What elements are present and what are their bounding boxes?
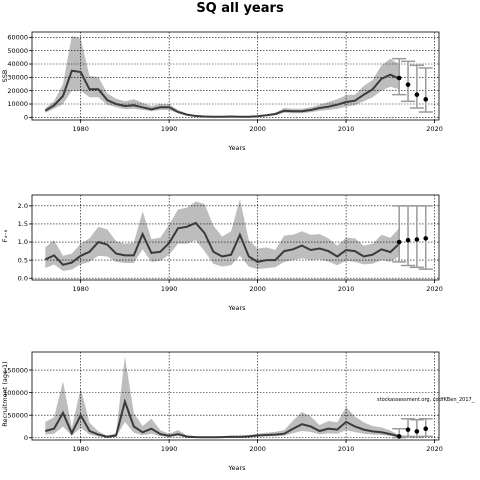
- recruitment-y-axis-label: Recruitment (age 1): [1, 361, 9, 426]
- f-y-tick-label-2: 1.0: [18, 238, 28, 246]
- recruitment-y-tick-label-0: 0: [24, 434, 28, 442]
- f-x-tick-label-1980: 1980: [72, 285, 89, 293]
- recruitment-confidence-band: [45, 356, 400, 438]
- ssb-x-axis-label: Years: [227, 144, 246, 152]
- recruitment-x-tick-label-2010: 2010: [338, 445, 355, 453]
- ssb-y-tick-label-5: 50000: [7, 47, 28, 55]
- f-projection-point-2016: [396, 239, 402, 245]
- recruitment-y-tick-label-1: 50000: [7, 411, 28, 419]
- ssb-y-axis-label: SSB: [1, 70, 9, 83]
- recruitment-y-tick-label-3: 150000: [3, 366, 28, 374]
- f-x-tick-label-2000: 2000: [249, 285, 266, 293]
- f-y-tick-label-1: 0.5: [18, 256, 28, 264]
- f-projection-point-2018: [414, 237, 420, 242]
- ssb-frame: [31, 31, 440, 121]
- ssb-projection-point-2019: [423, 97, 429, 102]
- f-y-tick-label-4: 2.0: [18, 202, 28, 210]
- f-x-axis-label: Years: [227, 304, 246, 312]
- ssb-x-tick-label-2000: 2000: [249, 125, 266, 133]
- f-frame: [31, 194, 440, 281]
- recruitment-x-tick-label-1980: 1980: [72, 445, 89, 453]
- ssb-panel: 1980 1990 2000 2010 2020 0 10000 20000 30000 4000…: [1, 31, 443, 152]
- ssb-y-tick-label-4: 40000: [7, 60, 28, 68]
- recruitment-projection-point-2019: [423, 426, 429, 432]
- ssb-y-tick-label-1: 10000: [7, 100, 28, 108]
- ssb-x-tick-label-2010: 2010: [338, 125, 355, 133]
- f-x-tick-label-2010: 2010: [338, 285, 355, 293]
- f-x-tick-label-2020: 2020: [426, 285, 443, 293]
- f-projection-point-2019: [423, 236, 429, 241]
- recruitment-frame: [31, 351, 440, 441]
- ssb-y-tick-label-2: 20000: [7, 87, 28, 95]
- source-annotation: stockassessment.org, codfKBen_2017_: [377, 397, 475, 403]
- ssb-x-tick-label-1980: 1980: [72, 125, 89, 133]
- ssb-y-tick-label-6: 60000: [7, 34, 28, 42]
- ssb-y-tick-label-0: 0: [24, 114, 28, 122]
- f-y-tick-label-3: 1.5: [18, 220, 28, 228]
- f-x-tick-label-1990: 1990: [161, 285, 178, 293]
- ssb-projection-point-2017: [405, 82, 411, 87]
- figure-title: SQ all years: [196, 1, 284, 16]
- recruitment-median-line: [45, 398, 400, 439]
- recruitment-x-tick-label-2020: 2020: [426, 445, 443, 453]
- f-median-line: [44, 221, 400, 266]
- recruitment-x-axis-label: Years: [227, 464, 246, 472]
- ssb-projection-point-2018: [414, 92, 420, 97]
- recruitment-x-tick-label-2000: 2000: [249, 445, 266, 453]
- f-projection-point-2017: [405, 237, 411, 243]
- fishing-mortality-panel: 1980 1990 2000 2010 2020 0.0 0.5 1.0 1.5 2.0 Year…: [1, 194, 443, 312]
- recruitment-panel: 1980 1990 2000 2010 2020 0 50000 100000 150000 Y…: [1, 351, 475, 472]
- recruitment-projection-point-2018: [414, 429, 420, 434]
- ssb-y-tick-label-3: 30000: [7, 74, 28, 82]
- recruitment-projection-point-2016: [396, 434, 402, 439]
- ssb-x-tick-label-1990: 1990: [161, 125, 178, 133]
- recruitment-x-tick-label-1990: 1990: [161, 445, 178, 453]
- f-plot-area: 1980 1990 2000 2010 2020 0.0 0.5 1.0 1.5 2.0: [18, 194, 443, 293]
- f-y-axis-label: F₄₋₈: [1, 229, 9, 242]
- recruitment-projection-point-2017: [405, 427, 411, 432]
- f-y-tick-label-0: 0.0: [18, 274, 28, 282]
- ssb-projection-point-2016: [396, 75, 402, 81]
- recruitment-y-tick-label-2: 100000: [3, 389, 28, 397]
- ssb-median-line: [44, 69, 400, 118]
- ssb-plot-area: 1980 1990 2000 2010 2020 0 10000 20000 30000 4000…: [7, 31, 443, 133]
- ssb-x-tick-label-2020: 2020: [426, 125, 443, 133]
- recruitment-plot-area: 1980 1990 2000 2010 2020 0 50000 100000 150000: [3, 351, 443, 453]
